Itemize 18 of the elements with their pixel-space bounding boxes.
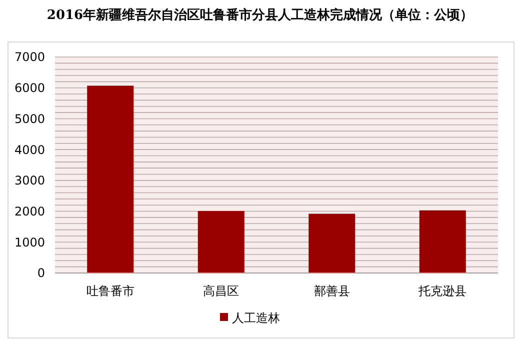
y-tick-label: 2000 — [14, 204, 45, 218]
bar — [419, 210, 466, 273]
bar — [198, 210, 244, 273]
x-tick-label: 鄯善县 — [314, 284, 350, 298]
y-tick-label: 6000 — [14, 81, 45, 96]
x-tick-label: 高昌区 — [203, 284, 240, 298]
y-tick-label: 4000 — [14, 142, 45, 157]
y-tick-label: 3000 — [14, 174, 45, 188]
legend-label: 人工造林 — [232, 311, 280, 326]
y-tick-label: 7000 — [14, 50, 45, 64]
x-tick-label: 托克逊县 — [418, 284, 467, 298]
y-tick-label: 1000 — [14, 235, 45, 250]
chart-title: 2016年新疆维吾尔自治区吐鲁番市分县人工造林完成情况（单位：公顷） — [46, 7, 474, 23]
bar — [87, 86, 134, 273]
y-tick-label: 5000 — [14, 112, 45, 126]
bar — [308, 214, 356, 273]
y-tick-label: 0 — [37, 266, 45, 280]
x-tick-label: 吐鲁番市 — [86, 284, 134, 298]
